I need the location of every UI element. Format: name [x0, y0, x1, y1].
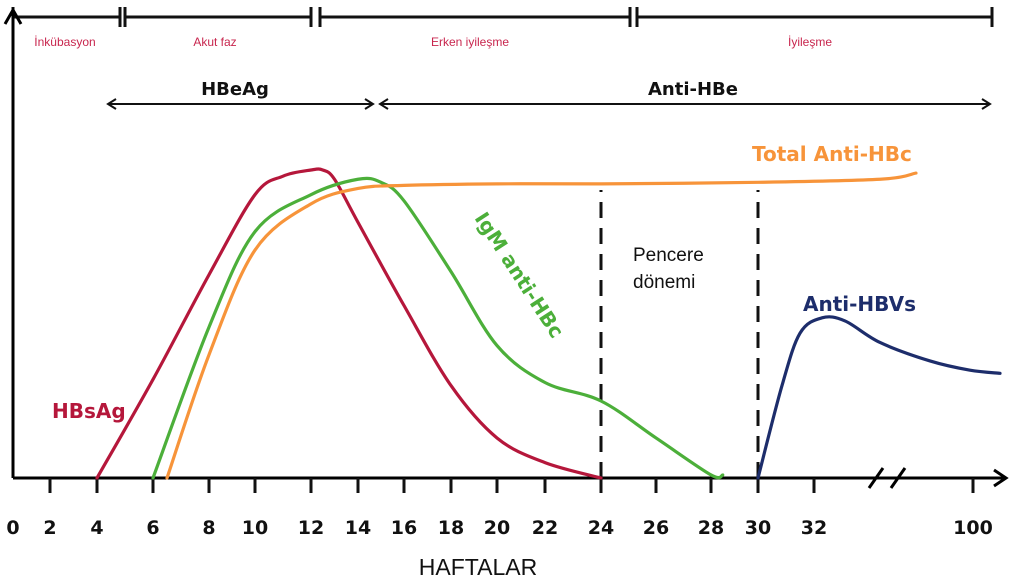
- x-tick-label: 6: [146, 517, 159, 539]
- marker-arrow-left: [106, 98, 117, 110]
- y-axis-arrowhead: [3, 6, 23, 25]
- label-total-anti-hbc: Total Anti-HBc: [752, 142, 912, 166]
- x-tick-label: 32: [801, 517, 827, 539]
- series-line-anti-hbvs: [756, 315, 1002, 480]
- x-tick-label: 16: [391, 517, 417, 539]
- x-tick-label: 26: [643, 517, 669, 539]
- x-tick-label: 20: [484, 517, 510, 539]
- marker-arrow-right: [364, 98, 375, 110]
- x-tick-label: 8: [202, 517, 215, 539]
- axis-break-mark: [889, 467, 907, 489]
- x-tick-label: 18: [438, 517, 464, 539]
- x-tick-label: 2: [43, 517, 56, 539]
- phase-label: İyileşme: [788, 35, 832, 49]
- window-period-label-line1: Pencere: [633, 245, 704, 266]
- series-lines: [95, 167, 1002, 480]
- x-ticks: 0 2 4 6 8 10 12 14 16 18 20 22 24 26 28 30 32 100: [6, 478, 993, 539]
- x-tick-label: 30: [745, 517, 771, 539]
- x-axis-arrowhead: [993, 468, 1009, 488]
- x-tick-label: 22: [532, 517, 558, 539]
- x-tick-label: 12: [298, 517, 324, 539]
- x-tick-label: 14: [345, 517, 371, 539]
- phase-label: İnkübasyon: [34, 35, 95, 49]
- axis-break-mark: [867, 467, 885, 489]
- series-line-hbsag: [95, 167, 603, 480]
- x-tick-label: 24: [588, 517, 614, 539]
- label-hbsag: HBsAg: [52, 399, 126, 423]
- axes: [3, 6, 1009, 489]
- series-line-total-anti-hbc: [165, 171, 918, 480]
- x-tick-label: 100: [953, 517, 993, 539]
- marker-label: HBeAg: [201, 79, 269, 100]
- window-period-label-line2: dönemi: [633, 272, 695, 293]
- x-tick-label: 0: [6, 517, 19, 539]
- label-igm-anti-hbc: IgM anti-HBc: [470, 208, 569, 343]
- label-anti-hbvs: Anti-HBVs: [803, 292, 916, 316]
- marker-label: Anti-HBe: [648, 79, 738, 100]
- x-tick-label: 28: [698, 517, 724, 539]
- marker-arrow-right: [981, 98, 992, 110]
- series-line-igm-anti-hbc: [151, 176, 725, 480]
- marker-bar: HBeAg Anti-HBe: [106, 79, 992, 110]
- phase-label: Erken iyileşme: [431, 35, 509, 49]
- x-tick-label: 10: [242, 517, 268, 539]
- x-tick-label: 4: [90, 517, 103, 539]
- marker-arrow-left: [378, 98, 389, 110]
- phase-bar: İnkübasyon Akut faz Erken iyileşme İyileşme: [11, 7, 994, 49]
- window-period-lines: [599, 190, 760, 478]
- x-axis-label: HAFTALAR: [419, 554, 537, 580]
- phase-label: Akut faz: [193, 35, 236, 49]
